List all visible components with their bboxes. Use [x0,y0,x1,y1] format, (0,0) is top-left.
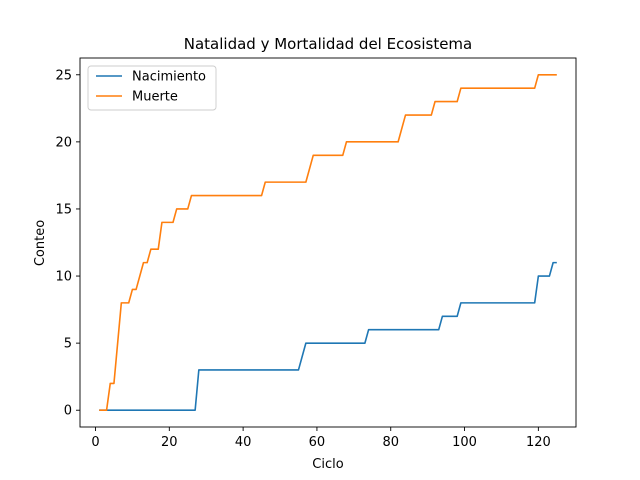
x-tick-label: 120 [526,435,551,450]
x-axis-label: Ciclo [312,457,343,472]
x-tick-label: 60 [309,435,326,450]
legend-label-muerte: Muerte [132,90,178,105]
series-line-muerte [99,73,557,412]
y-tick-label: 0 [64,404,72,419]
legend-box [87,65,217,111]
series-line-nacimiento [99,261,557,412]
y-tick-label: 25 [55,68,72,83]
y-tick-label: 5 [64,337,72,352]
x-tick-label: 100 [452,435,477,450]
y-axis-label: Conteo [33,220,48,266]
x-tick-label: 20 [161,435,178,450]
plot-frame [79,57,577,428]
x-tick-label: 80 [382,435,399,450]
x-tick-label: 0 [91,435,99,450]
y-tick-label: 15 [55,202,72,217]
legend: Nacimiento Muerte [87,65,217,111]
plot-area: 0 20 40 60 80 100 120 0 5 10 15 20 25 [55,57,577,450]
y-tick-label: 10 [55,270,72,285]
y-tick-label: 20 [55,135,72,150]
x-tick-label: 40 [235,435,252,450]
legend-label-nacimiento: Nacimiento [132,70,206,85]
chart-title: Natalidad y Mortalidad del Ecosistema [184,35,472,53]
